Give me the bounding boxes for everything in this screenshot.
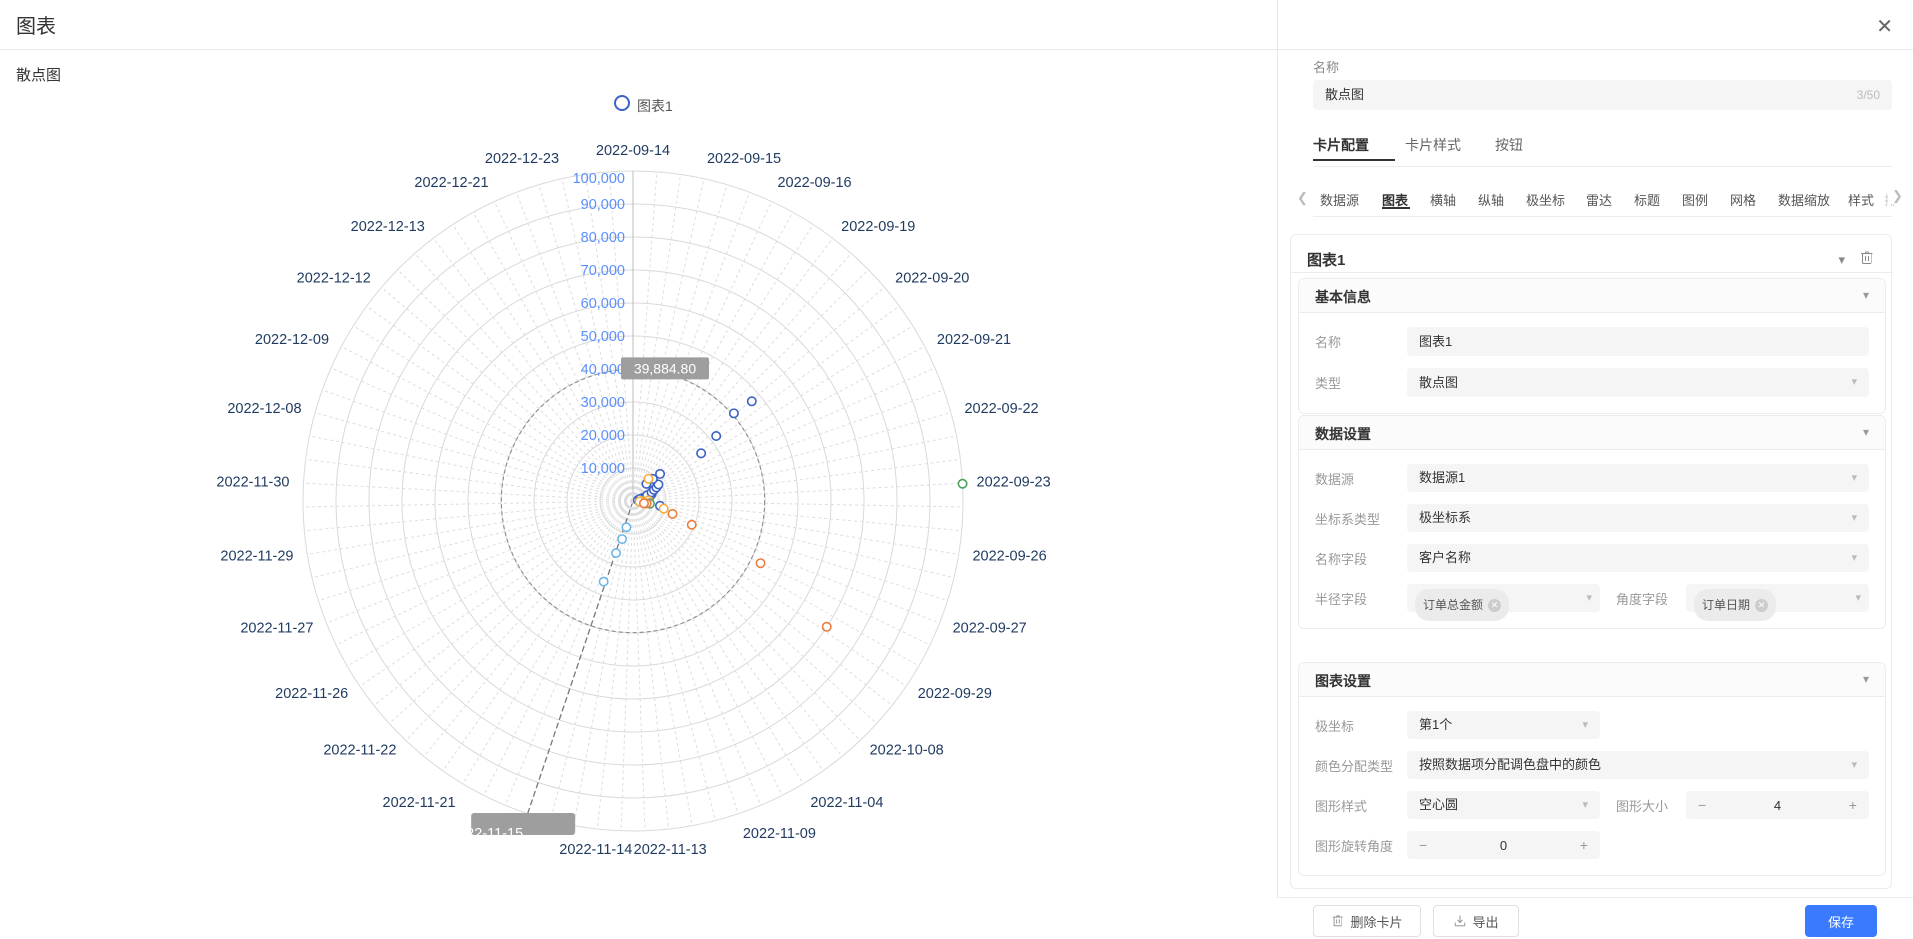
svg-text:39,884.80: 39,884.80 (634, 360, 696, 376)
svg-text:2022-09-19: 2022-09-19 (841, 219, 915, 235)
svg-text:2022-09-27: 2022-09-27 (953, 620, 1027, 636)
svg-text:2022-11-27: 2022-11-27 (240, 620, 313, 636)
svg-text:2022-12-09: 2022-12-09 (255, 332, 329, 348)
svg-text:30,000: 30,000 (581, 395, 625, 411)
svg-text:2022-09-21: 2022-09-21 (937, 332, 1011, 348)
svg-text:2022-11-22: 2022-11-22 (323, 743, 396, 759)
svg-text:2022-12-21: 2022-12-21 (414, 175, 488, 191)
svg-text:2022-09-23: 2022-09-23 (977, 474, 1051, 490)
svg-text:2022-11-13: 2022-11-13 (634, 842, 707, 858)
svg-text:2022-11-21: 2022-11-21 (383, 795, 456, 811)
svg-text:2022-11-26: 2022-11-26 (275, 686, 348, 702)
svg-text:90,000: 90,000 (581, 197, 625, 213)
svg-text:20,000: 20,000 (581, 428, 625, 444)
svg-text:2022-11-09: 2022-11-09 (743, 826, 816, 842)
svg-text:40,000: 40,000 (581, 362, 625, 378)
svg-text:2022-09-14: 2022-09-14 (596, 143, 670, 159)
svg-text:80,000: 80,000 (581, 230, 625, 246)
svg-text:2022-11-14: 2022-11-14 (559, 842, 632, 858)
svg-text:2022-12-08: 2022-12-08 (227, 401, 301, 417)
svg-text:70,000: 70,000 (581, 263, 625, 279)
svg-text:2022-09-20: 2022-09-20 (895, 270, 969, 286)
svg-text:2022-11-04: 2022-11-04 (810, 795, 883, 811)
svg-text:2022-09-22: 2022-09-22 (964, 401, 1038, 417)
svg-text:2022-12-12: 2022-12-12 (297, 270, 371, 286)
svg-text:2022-11-29: 2022-11-29 (220, 549, 293, 565)
svg-text:60,000: 60,000 (581, 296, 625, 312)
svg-text:100,000: 100,000 (573, 171, 625, 187)
svg-text:2022-09-15: 2022-09-15 (707, 151, 781, 167)
svg-text:2022-09-29: 2022-09-29 (918, 686, 992, 702)
svg-text:2022-12-23: 2022-12-23 (485, 151, 559, 167)
svg-text:2022-11-15: 2022-11-15 (450, 826, 523, 842)
svg-text:50,000: 50,000 (581, 329, 625, 345)
svg-text:2022-09-26: 2022-09-26 (972, 549, 1046, 565)
svg-text:2022-10-08: 2022-10-08 (870, 743, 944, 759)
svg-text:10,000: 10,000 (581, 461, 625, 477)
svg-text:2022-11-30: 2022-11-30 (216, 474, 289, 490)
svg-text:2022-09-16: 2022-09-16 (777, 175, 851, 191)
svg-text:2022-12-13: 2022-12-13 (351, 219, 425, 235)
